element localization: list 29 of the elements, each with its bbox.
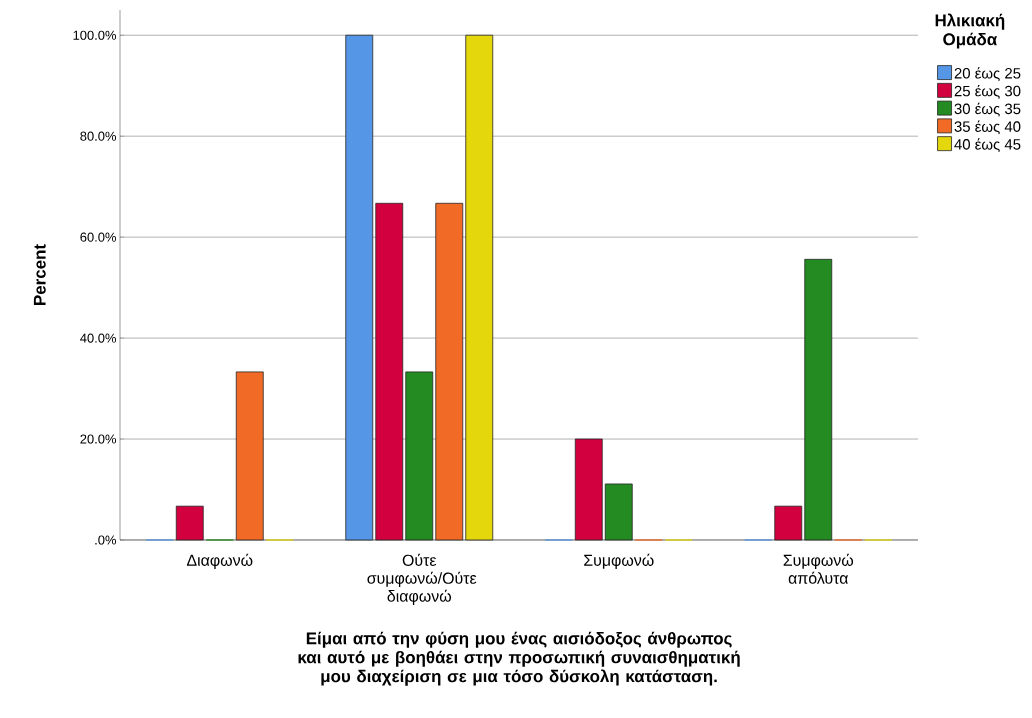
x-tick-label: Συμφωνώ απόλυτα: [783, 553, 854, 584]
legend-label: 25 έως 30: [954, 84, 1021, 99]
legend-label: 20 έως 25: [954, 67, 1021, 82]
bar: [774, 505, 803, 541]
x-axis-title: Είμαι από την φύση μου ένας αισιόδοξος άνθρωπος και αυτό με βοηθάει στην προσωπική συναισθηματική μου διαχείριση σε μια τόσο δύσκολη κατάσταση.: [298, 631, 740, 686]
bar: [175, 505, 204, 541]
bar: [235, 371, 264, 541]
y-tick-label: .0%: [95, 535, 117, 545]
x-tick-label: Διαφωνώ: [186, 553, 253, 570]
legend-label: 35 έως 40: [954, 120, 1021, 135]
bar: [345, 34, 374, 541]
bar: [604, 483, 633, 541]
y-tick-label: 100.0%: [73, 30, 117, 40]
x-tick-label: Συμφωνώ: [584, 553, 654, 570]
bar: [465, 34, 494, 541]
y-tick-label: 60.0%: [80, 232, 117, 242]
y-tick-label: 80.0%: [80, 131, 117, 141]
bar: [435, 202, 464, 541]
y-axis-title: Percent: [33, 244, 46, 305]
legend-label: 30 έως 35: [954, 102, 1021, 117]
bar: [804, 258, 833, 541]
bar: [574, 438, 603, 541]
legend-title: Ηλικιακή Ομάδα: [935, 13, 1005, 49]
y-tick-label: 20.0%: [80, 434, 117, 444]
legend-label: 40 έως 45: [954, 138, 1021, 153]
bar: [375, 202, 404, 541]
x-tick-label: Ούτε συμφωνώ/Ούτε διαφωνώ: [367, 553, 477, 605]
y-tick-label: 40.0%: [80, 333, 117, 343]
bar: [405, 371, 434, 541]
